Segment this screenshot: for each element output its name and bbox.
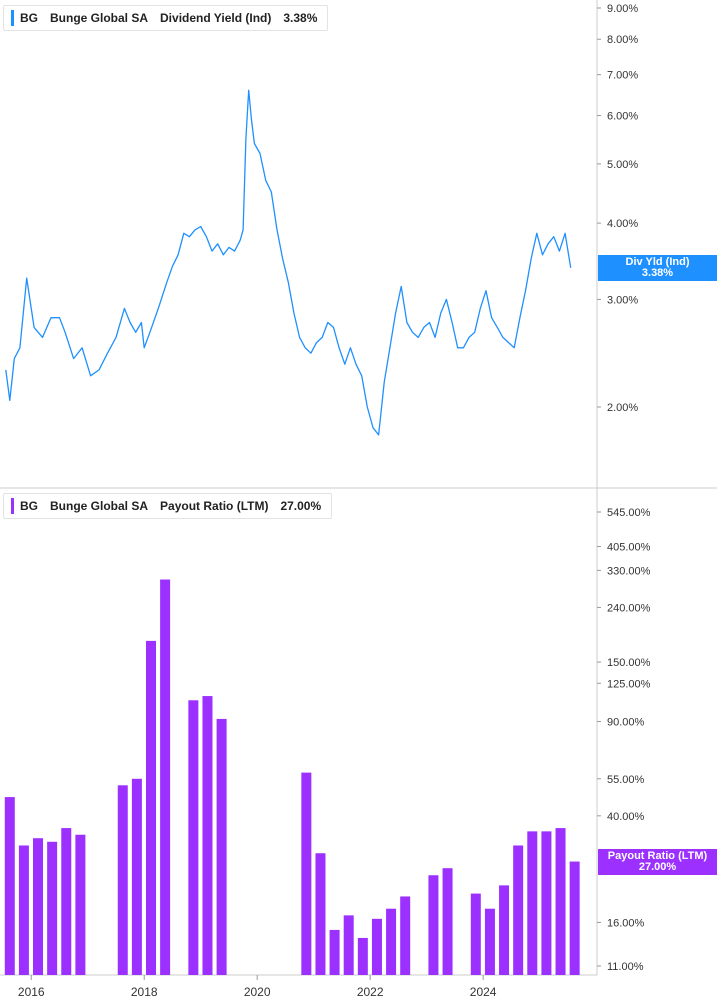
payout-ratio-bar (513, 845, 524, 975)
x-tick-label: 2016 (18, 985, 45, 999)
payout-y-tick-label: 330.00% (607, 565, 651, 577)
payout-ratio-bar (315, 853, 326, 975)
x-tick-label: 2018 (131, 985, 158, 999)
payout-ratio-bar (61, 828, 72, 975)
payout-ratio-bar (428, 875, 439, 975)
payout-ratio-bar (145, 640, 156, 975)
payout-y-tick-label: 90.00% (607, 716, 645, 728)
yield-y-tick-label: 9.00% (607, 3, 638, 15)
payout-ratio-bar (484, 908, 495, 975)
yield-y-tick-label: 6.00% (607, 111, 638, 123)
payout-ratio-bar (301, 772, 312, 975)
payout-ratio-bar (442, 868, 453, 975)
legend-company: Bunge Global SA (50, 499, 149, 513)
payout-ratio-bar (117, 785, 128, 975)
legend-ticker: BG (20, 499, 38, 513)
payout-ratio-last-value-callout: Payout Ratio (LTM) 27.00% (598, 849, 717, 875)
payout-ratio-bar (555, 828, 566, 975)
payout-ratio-legend-swatch (11, 498, 14, 514)
legend-metric: Payout Ratio (LTM) (160, 499, 269, 513)
payout-y-tick-label: 405.00% (607, 542, 651, 554)
payout-ratio-bar (400, 896, 411, 975)
yield-y-tick-label: 7.00% (607, 70, 638, 82)
callout-label: Div Yld (Ind) (625, 256, 690, 268)
yield-y-tick-label: 2.00% (607, 402, 638, 414)
legend-metric: Dividend Yield (Ind) (160, 11, 272, 25)
payout-y-tick-label: 16.00% (607, 917, 645, 929)
payout-ratio-bar (569, 861, 580, 975)
legend-ticker: BG (20, 11, 38, 25)
payout-ratio-legend: BG Bunge Global SA Payout Ratio (LTM) 27… (3, 493, 333, 519)
yield-y-tick-label: 5.00% (607, 159, 638, 171)
dividend-yield-legend: BG Bunge Global SA Dividend Yield (Ind) … (3, 5, 329, 31)
payout-y-tick-label: 55.00% (607, 774, 645, 786)
payout-ratio-bar (202, 696, 213, 975)
yield-y-tick-label: 8.00% (607, 34, 638, 46)
payout-y-tick-label: 150.00% (607, 657, 651, 669)
callout-value: 3.38% (641, 267, 674, 279)
payout-y-tick-label: 545.00% (607, 507, 651, 519)
payout-ratio-bar (527, 831, 538, 975)
dividend-yield-legend-swatch (11, 10, 14, 26)
dividend-yield-line (5, 89, 572, 436)
callout-value: 27.00% (638, 861, 677, 873)
payout-ratio-bar (541, 831, 552, 975)
payout-y-tick-label: 240.00% (607, 602, 651, 614)
yield-y-tick-label: 4.00% (607, 218, 638, 230)
payout-ratio-bar (75, 834, 86, 975)
payout-ratio-bar (357, 937, 368, 975)
payout-ratio-bar (131, 778, 142, 975)
legend-company: Bunge Global SA (50, 11, 149, 25)
payout-y-tick-label: 11.00% (607, 961, 644, 973)
callout-label: Payout Ratio (LTM) (607, 850, 708, 862)
payout-ratio-bar (499, 885, 510, 975)
payout-ratio-bar (371, 918, 382, 975)
payout-y-tick-label: 40.00% (607, 811, 645, 823)
payout-y-tick-label: 125.00% (607, 678, 651, 690)
payout-ratio-bar (386, 908, 397, 975)
payout-ratio-bar (47, 841, 58, 975)
payout-ratio-bar (470, 893, 481, 975)
yield-y-tick-label: 3.00% (607, 294, 638, 306)
payout-ratio-bar (343, 915, 354, 975)
payout-ratio-bar (33, 838, 44, 975)
legend-value: 3.38% (283, 11, 318, 25)
payout-ratio-bar (188, 700, 199, 975)
payout-ratio-bar (160, 579, 171, 975)
payout-ratio-bar (329, 929, 340, 975)
x-tick-label: 2022 (357, 985, 384, 999)
payout-ratio-bar (18, 845, 29, 975)
x-tick-label: 2020 (244, 985, 271, 999)
legend-value: 27.00% (280, 499, 322, 513)
dividend-yield-last-value-callout: Div Yld (Ind) 3.38% (598, 255, 717, 281)
payout-ratio-bar (4, 797, 15, 975)
payout-ratio-bar (216, 718, 227, 975)
x-tick-label: 2024 (470, 985, 497, 999)
